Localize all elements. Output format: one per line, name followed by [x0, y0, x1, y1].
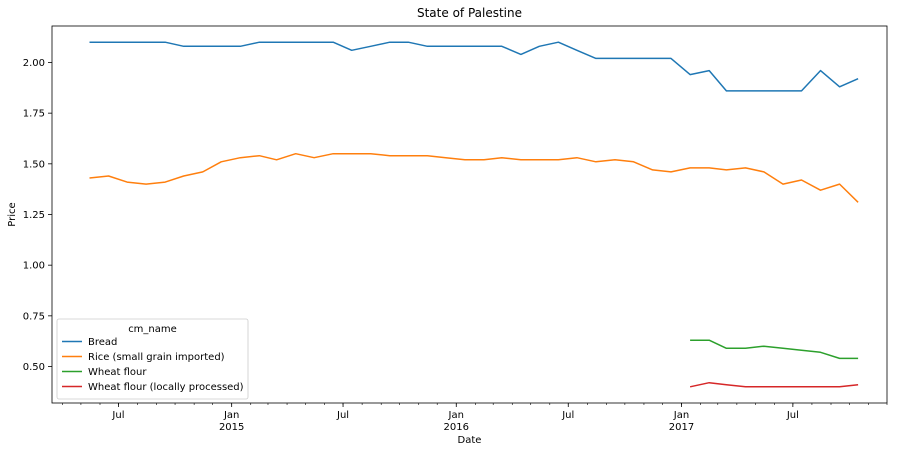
- x-tick-label: Jan: [223, 410, 239, 421]
- x-axis-label: Date: [458, 435, 482, 446]
- x-tick-label: Jul: [561, 410, 574, 421]
- x-tick-year-label: 2015: [219, 422, 244, 433]
- y-axis: 0.50 0.75 1.00 1.25 1.50 1.75 2.00: [23, 58, 52, 373]
- legend-entry: Bread: [88, 337, 117, 348]
- y-tick-label: 1.75: [23, 109, 45, 120]
- x-tick-label: Jul: [111, 410, 124, 421]
- x-tick-label: Jan: [448, 410, 464, 421]
- x-tick-label: Jul: [786, 410, 799, 421]
- y-axis-label: Price: [7, 202, 18, 226]
- chart-title: State of Palestine: [417, 6, 522, 20]
- legend: cm_name Bread Rice (small grain imported) W…: [56, 318, 249, 400]
- legend-title: cm_name: [128, 324, 177, 335]
- series-line-3: [690, 339, 859, 360]
- y-tick-label: 1.25: [23, 210, 45, 221]
- series-line-4: [689, 381, 859, 388]
- y-tick-label: 0.75: [23, 311, 45, 322]
- y-tick-label: 1.50: [23, 159, 45, 170]
- series-layer: [89, 41, 859, 388]
- x-tick-year-label: 2016: [444, 422, 469, 433]
- x-tick-label: Jul: [336, 410, 349, 421]
- legend-entry: Rice (small grain imported): [88, 352, 225, 363]
- x-tick-year-label: 2017: [669, 422, 694, 433]
- series-line-2: [89, 152, 859, 203]
- y-tick-label: 1.00: [23, 261, 45, 272]
- legend-box: [56, 318, 249, 400]
- y-tick-label: 0.50: [23, 362, 45, 373]
- legend-entry: Wheat flour: [88, 367, 147, 378]
- series-line-1: [89, 41, 859, 92]
- x-tick-label: Jan: [673, 410, 689, 421]
- legend-entry: Wheat flour (locally processed): [88, 382, 244, 393]
- y-tick-label: 2.00: [23, 58, 45, 69]
